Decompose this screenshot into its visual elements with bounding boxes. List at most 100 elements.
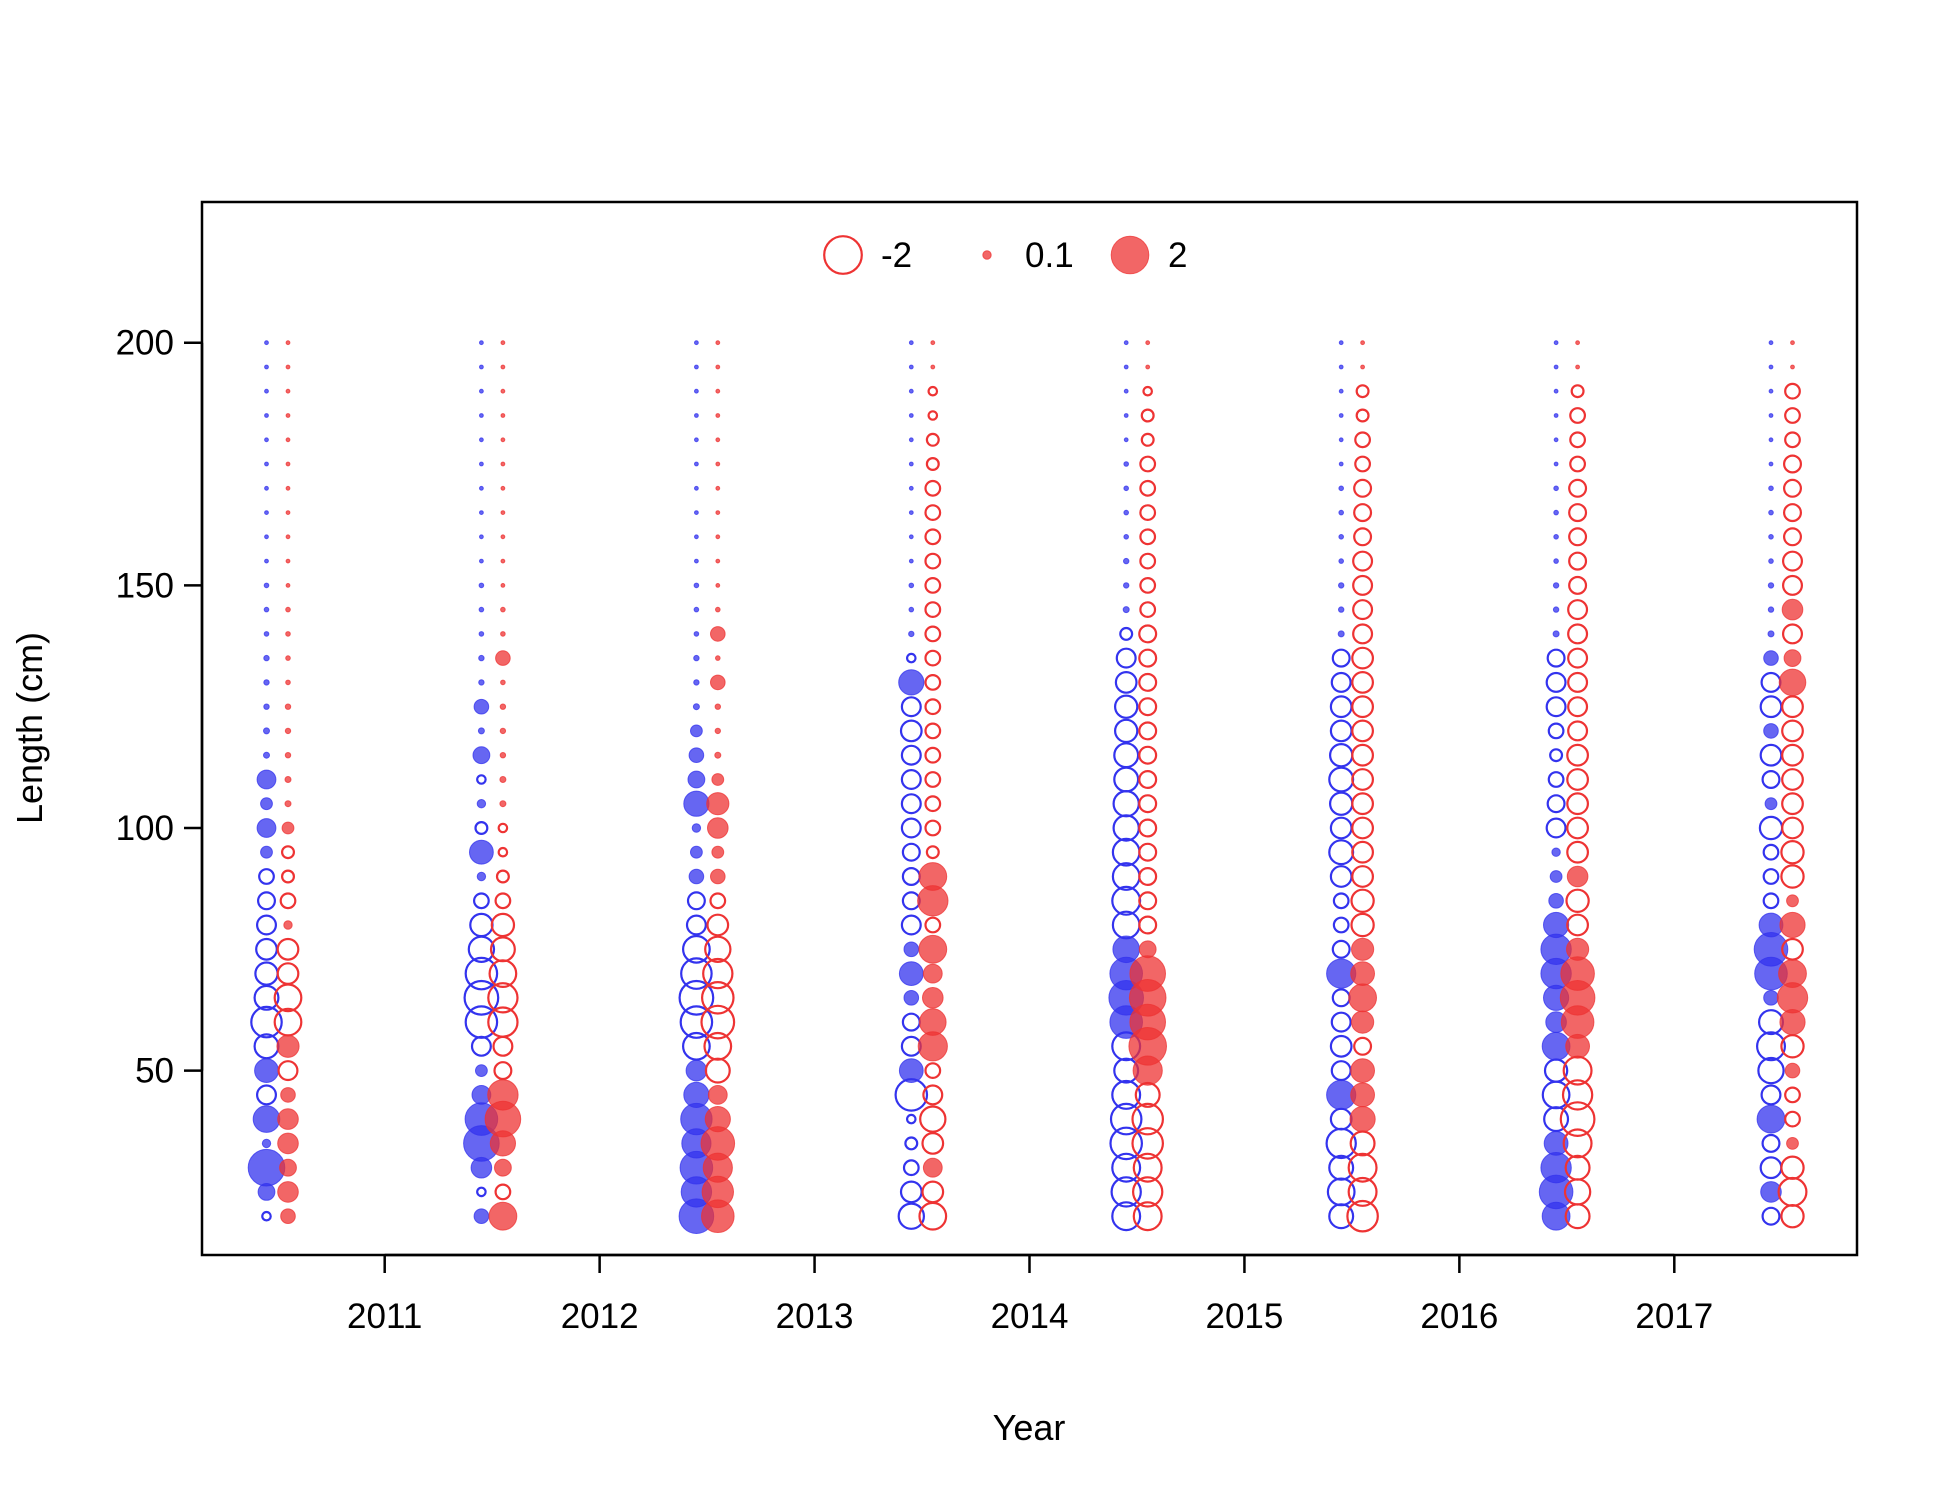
- bubble-s2-2014-170: [924, 479, 942, 497]
- bubble-s2-2017-130: [1567, 671, 1589, 693]
- bubble-s2-2016-110: [1351, 768, 1374, 791]
- bubble-s2-2018-40: [1784, 1110, 1801, 1128]
- bubble-s1-2016-175: [1338, 461, 1344, 467]
- bubble-s2-2011-200: [285, 340, 291, 346]
- bubble-s2-2012-170: [500, 485, 506, 491]
- bubble-s2-2017-70: [1560, 956, 1595, 991]
- bubble-s2-2013-120: [714, 727, 721, 735]
- bubble-s2-2014-155: [924, 552, 942, 570]
- bubble-s2-2013-190: [715, 388, 721, 394]
- bubble-s2-2017-170: [1568, 478, 1588, 498]
- bubble-s1-2011-180: [264, 437, 269, 443]
- bubble-s1-2012-20: [473, 1208, 490, 1224]
- bubble-s2-2011-180: [285, 437, 291, 443]
- bubble-s2-2012-180: [500, 437, 506, 443]
- bubble-s2-2015-145: [1139, 601, 1157, 618]
- bubble-s2-2012-195: [500, 364, 506, 370]
- bubble-s1-2016-25: [1326, 1177, 1356, 1207]
- bubble-s1-2015-190: [1123, 388, 1129, 394]
- bubble-s1-2011-100: [256, 818, 277, 838]
- bubble-s1-2012-120: [477, 727, 485, 735]
- bubble-s1-2013-125: [692, 703, 700, 711]
- bubble-s1-2018-40: [1756, 1104, 1786, 1134]
- bubble-s2-2013-135: [715, 655, 721, 661]
- bubble-s2-2015-150: [1139, 577, 1157, 594]
- bubble-s2-2014-180: [925, 432, 940, 447]
- bubble-s1-2017-130: [1545, 671, 1567, 693]
- bubble-s2-2017-90: [1566, 865, 1589, 888]
- bubble-s2-2012-185: [500, 413, 506, 418]
- bubble-s2-2012-145: [500, 606, 506, 613]
- bubble-s2-2011-30: [279, 1158, 297, 1177]
- bubble-s1-2013-45: [683, 1081, 710, 1109]
- bubble-s1-2014-70: [898, 961, 924, 986]
- bubble-s2-2018-35: [1786, 1137, 1799, 1150]
- bubble-s1-2015-145: [1122, 606, 1130, 614]
- bubble-s1-2018-155: [1768, 558, 1774, 564]
- bubble-s2-2016-170: [1353, 478, 1373, 498]
- bubble-s1-2015-110: [1113, 766, 1140, 793]
- bubble-s2-2016-25: [1347, 1176, 1378, 1207]
- bubble-s2-2013-65: [700, 980, 735, 1015]
- bubble-s1-2015-185: [1123, 413, 1129, 418]
- bubble-s2-2011-50: [277, 1060, 299, 1082]
- bubble-s1-2018-110: [1761, 769, 1781, 789]
- bubble-s2-2018-115: [1781, 743, 1804, 767]
- bubble-s2-2016-165: [1353, 503, 1373, 523]
- bubble-s1-2013-165: [694, 510, 699, 515]
- bubble-s2-2016-55: [1353, 1036, 1373, 1056]
- bubble-s2-2015-110: [1138, 769, 1158, 789]
- bubble-s1-2014-185: [908, 413, 914, 418]
- bubble-s1-2013-70: [680, 957, 713, 990]
- y-tick-label-100: 100: [116, 809, 174, 848]
- bubble-s1-2011-50: [254, 1058, 279, 1083]
- bubble-s2-2017-30: [1564, 1154, 1591, 1181]
- bubble-s1-2012-145: [478, 606, 485, 613]
- bubble-s1-2015-95: [1111, 837, 1141, 867]
- bubble-s2-2017-145: [1567, 599, 1589, 621]
- bubble-s2-2011-185: [285, 413, 291, 418]
- bubble-s2-2013-85: [709, 892, 727, 910]
- bubble-s2-2012-120: [499, 727, 507, 735]
- bubble-s2-2018-75: [1781, 937, 1804, 961]
- bubble-s1-2014-165: [908, 510, 914, 515]
- bubble-s2-2016-155: [1352, 550, 1374, 572]
- bubble-s2-2013-75: [704, 935, 732, 964]
- bubble-s2-2012-20: [488, 1201, 518, 1231]
- bubble-s2-2014-195: [930, 364, 936, 370]
- bubble-s2-2016-175: [1354, 455, 1371, 473]
- bubble-s2-2012-190: [500, 388, 506, 394]
- bubble-s2-2012-90: [495, 869, 510, 884]
- bubble-s1-2018-125: [1759, 695, 1783, 719]
- bubble-s2-2014-90: [918, 862, 948, 891]
- bubble-s1-2013-105: [683, 790, 710, 817]
- bubble-s2-2015-175: [1139, 455, 1157, 473]
- bubble-s2-2014-40: [919, 1105, 947, 1133]
- bubble-s2-2012-55: [492, 1035, 514, 1057]
- bubble-s2-2018-55: [1780, 1034, 1805, 1059]
- bubble-s2-2017-120: [1567, 720, 1589, 742]
- bubble-s1-2016-200: [1338, 340, 1344, 346]
- bubble-s2-2018-100: [1781, 816, 1804, 840]
- bubble-s2-2016-90: [1351, 865, 1374, 888]
- bubble-s2-2018-170: [1782, 478, 1802, 498]
- bubble-s1-2012-25: [476, 1186, 487, 1198]
- bubble-s1-2011-85: [257, 891, 277, 911]
- bubble-s1-2011-125: [263, 703, 270, 710]
- bubble-s2-2013-125: [714, 703, 721, 710]
- bubble-s2-2011-105: [284, 800, 292, 808]
- bubble-s1-2012-100: [474, 820, 489, 835]
- bubble-s2-2018-195: [1790, 364, 1795, 370]
- bubble-s1-2017-125: [1545, 696, 1567, 718]
- legend-label-3: 2: [1168, 236, 1187, 275]
- legend: -2 0.1 2: [823, 235, 1187, 275]
- bubble-s1-2013-155: [694, 558, 699, 564]
- y-tick-label-150: 150: [116, 566, 174, 605]
- bubble-s1-2017-100: [1545, 817, 1567, 839]
- bubble-s1-2015-180: [1123, 437, 1129, 443]
- bubble-s1-2013-185: [694, 413, 699, 418]
- bubble-s1-2014-45: [894, 1078, 929, 1112]
- bubble-s2-2015-80: [1138, 915, 1158, 935]
- bubble-s2-2015-20: [1132, 1201, 1163, 1232]
- bubble-s1-2012-200: [479, 340, 484, 346]
